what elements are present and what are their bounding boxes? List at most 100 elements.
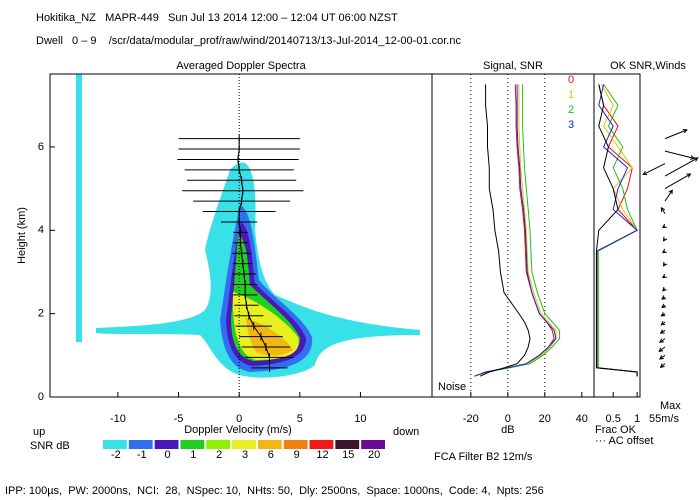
colorbar-tick-label: 15: [342, 449, 354, 461]
colorbar-swatch: [283, 440, 308, 449]
colorbar-swatch: [232, 440, 256, 449]
wind-arrowhead: [668, 189, 673, 195]
colorbar-tick-label: -2: [111, 449, 121, 461]
wind-max-label: Max: [660, 400, 681, 412]
cyan-stripe: [76, 74, 82, 342]
colorbar-swatch: [206, 440, 231, 449]
wind-arrowhead: [661, 248, 667, 254]
x-axis-label: dB: [501, 424, 514, 436]
profile-line: [474, 84, 557, 377]
header-file: Dwell 0 – 9 /scr/data/modular_prof/raw/w…: [36, 35, 461, 47]
x-tick-label: 0.5: [606, 413, 621, 425]
wind-arrowhead: [659, 355, 664, 360]
fraction-line: [595, 84, 638, 377]
colorbar-tick-label: 12: [316, 449, 328, 461]
wind-vector: [664, 150, 695, 159]
wind-vector: [658, 346, 666, 352]
down-note: down: [393, 426, 419, 438]
wind-scale-label: 55m/s: [649, 413, 679, 425]
y-tick-label: 6: [38, 141, 44, 153]
profile-line: [474, 84, 561, 377]
wind-arrowhead: [658, 347, 664, 352]
wind-arrowhead: [660, 312, 666, 317]
wind-vector: [664, 173, 691, 190]
colorbar-tick-label: 1: [190, 449, 196, 461]
legend-entry: 1: [568, 89, 574, 101]
x-axis-label: Frac OK: [595, 424, 637, 436]
spectra-blobs: [76, 74, 420, 378]
wind-arrowhead: [659, 329, 665, 334]
profile-line: [474, 84, 557, 377]
x-tick-label: 0: [236, 413, 242, 425]
profile-line: [479, 84, 531, 377]
y-tick-label: 2: [38, 308, 44, 320]
x-tick-label: 20: [539, 413, 551, 425]
wind-arrowhead: [662, 286, 667, 292]
colorbar-tick-label: 20: [368, 449, 380, 461]
wind-arrowhead: [662, 261, 668, 267]
panel-title: OK SNR,Winds: [610, 60, 686, 72]
wind-arrowhead: [686, 173, 692, 178]
colorbar-swatch: [128, 440, 153, 449]
colorbar-swatch: [309, 440, 334, 449]
wind-arrowhead: [690, 155, 696, 160]
x-axis-label: Doppler Velocity (m/s): [184, 424, 292, 436]
plot-frame: [593, 73, 641, 398]
wind-arrowhead: [661, 223, 667, 229]
wind-arrowhead: [662, 236, 668, 242]
x-tick-label: -20: [463, 413, 479, 425]
filter-note: FCA Filter B2 12m/s: [434, 451, 533, 463]
wind-arrowhead: [661, 303, 667, 309]
y-axis-label: Height (km): [16, 207, 28, 264]
wind-vector: [642, 163, 666, 175]
ac-offset-note: ··· AC offset: [595, 435, 653, 447]
x-tick-label: 1: [634, 413, 640, 425]
wind-arrowhead: [693, 157, 699, 162]
colorbar-tick-label: 9: [294, 449, 300, 461]
y-tick-label: 4: [38, 224, 44, 236]
wind-arrowhead: [682, 128, 688, 134]
panel-title: Averaged Doppler Spectra: [176, 60, 306, 72]
legend-entry: 0: [568, 74, 574, 86]
colorbar-tick-label: -1: [137, 449, 147, 461]
wind-arrowhead: [659, 338, 664, 343]
colorbar-tick-label: 0: [164, 449, 170, 461]
colorbar-swatch: [257, 440, 282, 449]
x-tick-label: 40: [576, 413, 588, 425]
footer-params: IPP: 100µs, PW: 2000ns, NCI: 28, NSpec: …: [5, 485, 544, 497]
x-tick-label: -10: [110, 413, 126, 425]
legend-entry: 2: [568, 104, 574, 116]
profile-line: [474, 84, 555, 377]
colorbar-tick-label: 3: [242, 449, 248, 461]
wind-arrowhead: [660, 321, 666, 326]
colorbar-tick-label: 2: [216, 449, 222, 461]
wind-arrowhead: [642, 170, 648, 176]
wind-arrowhead: [659, 363, 665, 368]
panel-title: Signal, SNR: [483, 60, 543, 72]
y-tick-label: 0: [38, 391, 44, 403]
colorbar-swatch: [103, 440, 127, 449]
x-tick-label: 10: [354, 413, 366, 425]
fraction-line: [596, 84, 638, 377]
wind-vector: [664, 129, 688, 140]
colorbar-label: SNR dB: [30, 440, 70, 452]
legend-entry: 3: [568, 119, 574, 131]
up-note: up: [33, 426, 45, 438]
wind-arrowhead: [661, 295, 667, 300]
colorbar-swatch: [180, 440, 205, 449]
colorbar-tick-label: 6: [268, 449, 274, 461]
x-tick-label: 0: [505, 413, 511, 425]
wind-arrowhead: [660, 206, 666, 212]
x-tick-label: -5: [174, 413, 184, 425]
noise-label: Noise: [438, 381, 466, 393]
x-tick-label: 5: [297, 413, 303, 425]
mean-velocity-line: [237, 138, 270, 368]
colorbar-swatch: [361, 440, 385, 449]
colorbar-swatch: [335, 440, 360, 449]
wind-arrowhead: [661, 273, 667, 279]
header-title: Hokitika_NZ MAPR-449 Sun Jul 13 2014 12:…: [36, 12, 398, 24]
wind-vector: [664, 189, 673, 202]
colorbar-swatch: [154, 440, 179, 449]
wind-vector: [664, 157, 698, 177]
